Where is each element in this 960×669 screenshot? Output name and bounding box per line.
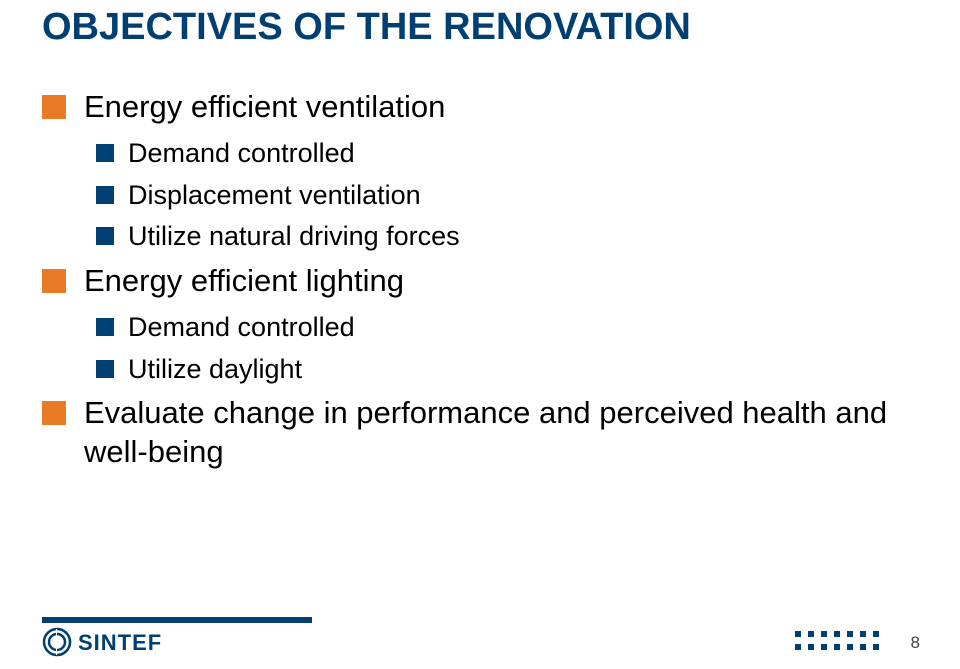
slide-title: OBJECTIVES OF THE RENOVATION xyxy=(42,6,691,49)
list-item-text: Energy efficient ventilation xyxy=(84,88,445,127)
sintef-logo-icon: SINTEF xyxy=(42,627,186,657)
bullet-lvl2-icon xyxy=(96,318,114,336)
sintef-logo: SINTEF xyxy=(42,627,186,657)
list-item: Evaluate change in performance and perce… xyxy=(42,394,900,472)
list-item-text: Energy efficient lighting xyxy=(84,262,404,301)
bullet-lvl2-icon xyxy=(96,227,114,245)
bullet-lvl2-icon xyxy=(96,144,114,162)
list-item-text: Utilize daylight xyxy=(128,353,302,387)
footer-dots xyxy=(795,631,880,651)
bullet-lvl2-icon xyxy=(96,186,114,204)
list-item-text: Utilize natural driving forces xyxy=(128,220,460,254)
list-item: Energy efficient ventilation xyxy=(42,88,900,127)
bullet-lvl1-icon xyxy=(42,269,66,293)
list-item-text: Demand controlled xyxy=(128,137,355,171)
list-item: Demand controlled xyxy=(96,311,900,345)
logo-text: SINTEF xyxy=(78,630,162,655)
page-number: 8 xyxy=(911,633,920,653)
list-item-text: Evaluate change in performance and perce… xyxy=(84,394,900,472)
footer: SINTEF 8 xyxy=(0,615,960,669)
list-item-text: Displacement ventilation xyxy=(128,179,421,213)
bullet-lvl1-icon xyxy=(42,401,66,425)
list-item: Utilize daylight xyxy=(96,353,900,387)
list-item: Displacement ventilation xyxy=(96,179,900,213)
list-item: Energy efficient lighting xyxy=(42,262,900,301)
slide: OBJECTIVES OF THE RENOVATION Energy effi… xyxy=(0,0,960,669)
bullet-lvl2-icon xyxy=(96,360,114,378)
bullet-list: Energy efficient ventilation Demand contr… xyxy=(42,88,900,482)
bullet-lvl1-icon xyxy=(42,95,66,119)
list-item: Demand controlled xyxy=(96,137,900,171)
list-item-text: Demand controlled xyxy=(128,311,355,345)
footer-bar xyxy=(42,617,312,623)
list-item: Utilize natural driving forces xyxy=(96,220,900,254)
